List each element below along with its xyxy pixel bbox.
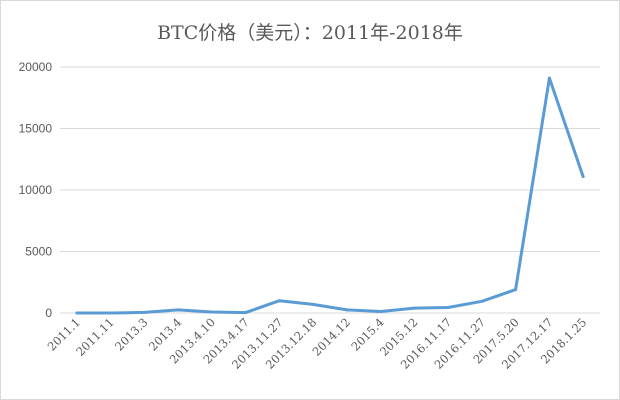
data-point (176, 308, 180, 312)
data-point (244, 311, 248, 315)
y-tick-label: 20000 (19, 60, 53, 74)
y-tick-label: 5000 (25, 245, 52, 259)
x-axis-tick-labels: 2011.12011.112013.32013.42013.4.102013.4… (45, 315, 590, 371)
data-point (210, 310, 214, 314)
data-point (412, 306, 416, 310)
x-tick-label: 2013.3 (112, 315, 150, 353)
data-point (277, 299, 281, 303)
data-point (581, 174, 585, 178)
data-point (109, 311, 113, 315)
data-point (547, 76, 551, 80)
data-point (142, 310, 146, 314)
data-point (379, 310, 383, 314)
y-tick-label: 0 (45, 306, 52, 320)
y-tick-label: 15000 (19, 122, 53, 136)
x-tick-label: 2014.12 (309, 315, 353, 359)
data-point (345, 308, 349, 312)
data-point (311, 302, 315, 306)
x-tick-label: 2011.11 (73, 315, 117, 359)
data-point (480, 299, 484, 303)
series-line-0 (75, 76, 585, 315)
series-layer (75, 76, 585, 315)
data-point (514, 288, 518, 292)
data-point (446, 305, 450, 309)
y-axis-tick-labels: 0 5000 10000 15000 20000 (19, 60, 53, 320)
y-tick-label: 10000 (19, 183, 53, 197)
chart-title: BTC价格（美元）：2011年-2018年 (157, 22, 463, 44)
data-point (75, 311, 79, 315)
